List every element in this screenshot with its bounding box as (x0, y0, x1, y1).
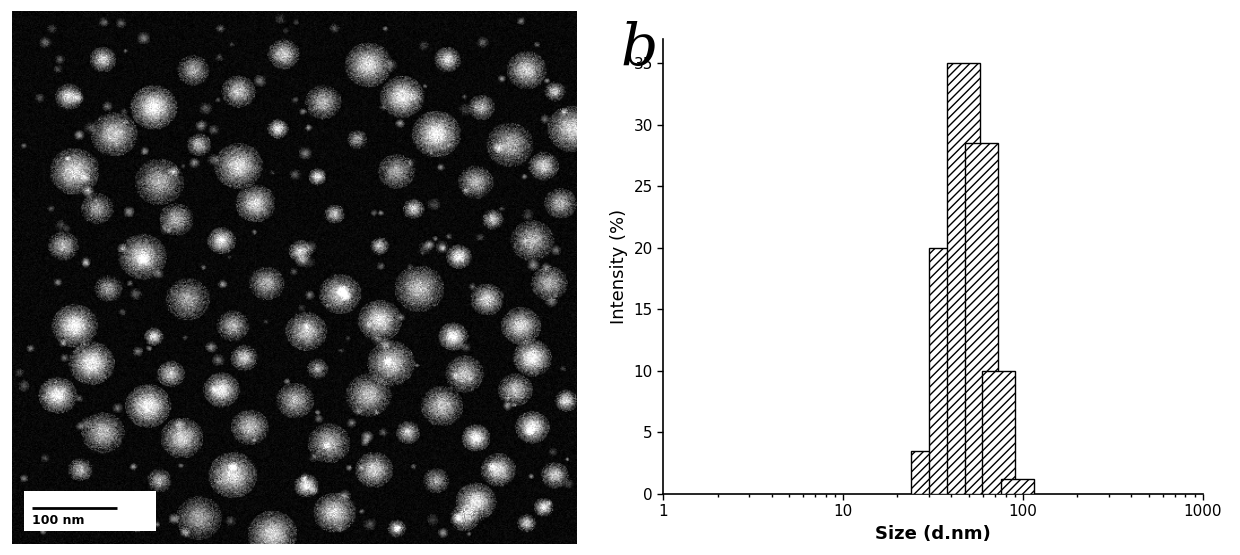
Bar (910, 451, 944, 494)
Text: 100 nm: 100 nm (32, 514, 84, 527)
X-axis label: Size (d.nm): Size (d.nm) (875, 525, 991, 543)
Text: b: b (620, 21, 657, 77)
Bar (24, 491, 156, 531)
Y-axis label: Intensity (%): Intensity (%) (610, 209, 627, 324)
Bar (982, 371, 1016, 494)
Bar (947, 63, 981, 494)
Bar (929, 248, 962, 494)
Bar (1001, 479, 1034, 494)
Bar (965, 143, 998, 494)
